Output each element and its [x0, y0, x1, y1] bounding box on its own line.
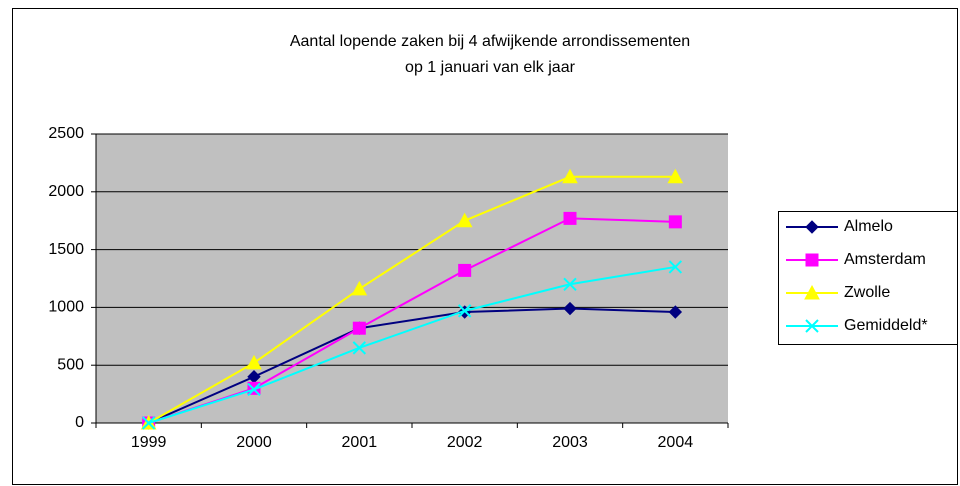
marker — [562, 168, 578, 184]
legend-label: Gemiddeld* — [844, 317, 928, 334]
x-tick-label: 2001 — [342, 434, 378, 451]
marker — [352, 341, 367, 355]
legend-label: Amsterdam — [844, 251, 926, 268]
marker — [668, 305, 683, 319]
series-line — [148, 175, 676, 424]
x-tick-label: 2000 — [236, 434, 272, 451]
plot-area — [96, 134, 728, 423]
marker — [805, 319, 819, 333]
marker — [458, 263, 472, 277]
y-tick-label: 500 — [57, 356, 84, 373]
marker — [456, 212, 473, 228]
x-tick-label: 2002 — [447, 434, 483, 451]
y-tick-label: 2000 — [48, 183, 84, 200]
y-tick-label: 0 — [75, 414, 84, 431]
x-tick-label: 1999 — [131, 434, 167, 451]
marker — [805, 220, 819, 234]
marker — [246, 354, 262, 370]
marker — [141, 416, 156, 430]
legend-label: Almelo — [844, 218, 893, 235]
marker — [352, 321, 366, 335]
legend-label: Zwolle — [844, 284, 890, 301]
y-tick-label: 2500 — [48, 125, 84, 142]
marker — [563, 211, 577, 225]
marker — [563, 277, 577, 291]
marker — [805, 253, 819, 267]
x-tick-label: 2003 — [552, 434, 588, 451]
chart-title: Aantal lopende zaken bij 4 afwijkende ar… — [290, 33, 690, 50]
chart-title: op 1 januari van elk jaar — [405, 59, 576, 76]
marker — [563, 301, 577, 316]
series-line — [148, 307, 676, 424]
marker — [668, 260, 683, 274]
marker — [667, 168, 684, 184]
x-tick-label: 2004 — [658, 434, 694, 451]
marker — [247, 382, 261, 397]
marker — [457, 304, 472, 318]
marker — [668, 215, 682, 229]
y-tick-label: 1500 — [48, 241, 84, 258]
marker — [804, 284, 820, 300]
series-line — [148, 265, 676, 424]
y-tick-label: 1000 — [48, 299, 84, 316]
marker — [351, 280, 368, 296]
